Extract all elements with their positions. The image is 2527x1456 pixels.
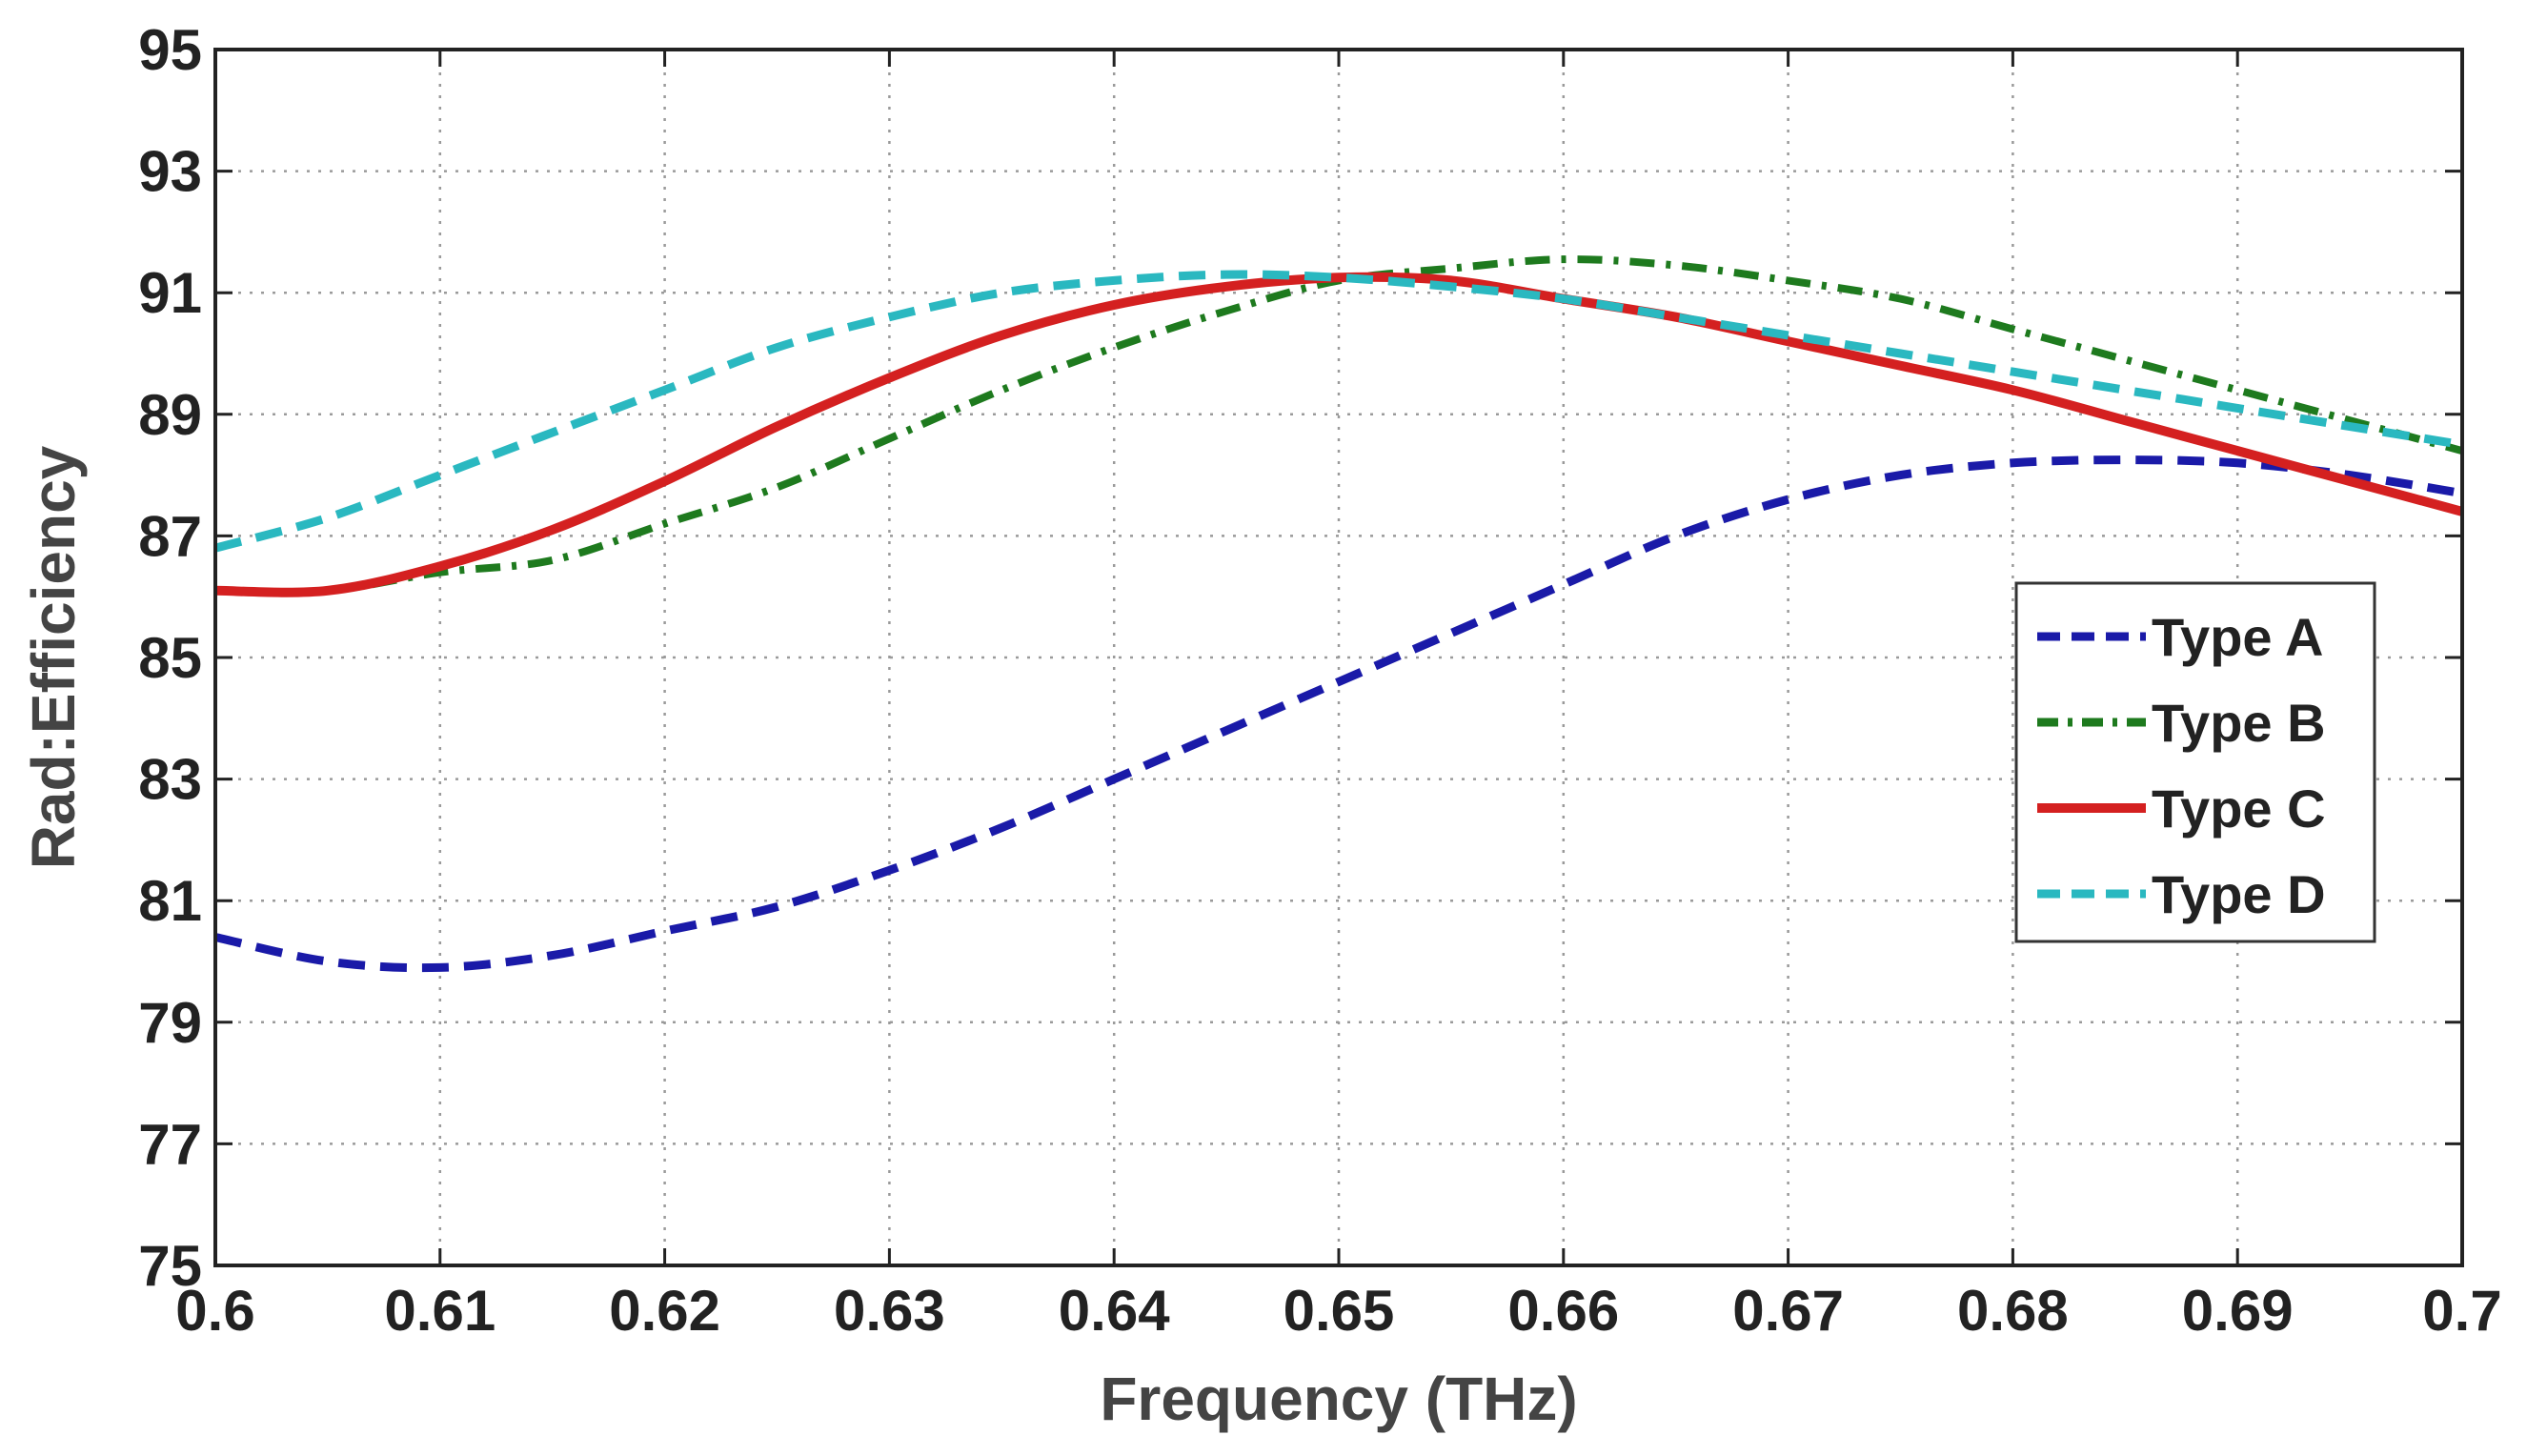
x-tick-label: 0.65 [1284,1279,1395,1343]
grid [215,50,2462,1265]
x-tick-label: 0.67 [1732,1279,1844,1343]
legend-label-type-c: Type C [2152,779,2326,839]
legend-label-type-b: Type B [2152,693,2326,753]
x-tick-label: 0.64 [1059,1279,1170,1343]
y-tick-label: 95 [138,18,202,82]
legend-box [2014,581,2376,943]
y-tick-label: 85 [138,626,202,690]
y-tick-label: 83 [138,748,202,812]
y-tick-label: 89 [138,383,202,447]
y-tick-label: 93 [138,140,202,204]
series-layer [213,255,2464,973]
y-tick-label: 75 [138,1234,202,1298]
x-tick-label: 0.62 [609,1279,720,1343]
y-tick-label: 77 [138,1112,202,1176]
x-tick-label: 0.7 [2422,1279,2501,1343]
x-tick-labels: 0.6 0.61 0.62 0.63 0.64 0.65 0.66 0.67 0.68 0.69 0… [175,1279,2501,1343]
y-axis-title: Rad:Efficiency [19,445,88,869]
legend-label-type-a: Type A [2152,607,2323,667]
series-line-type-d [213,270,2463,553]
x-tick-label: 0.69 [2182,1279,2294,1343]
y-tick-label: 87 [138,504,202,568]
legend-label-type-d: Type D [2152,864,2326,924]
legend: Type A Type B Type C Type D [2014,581,2376,943]
y-tick-label: 81 [138,869,202,933]
y-tick-labels: 75 77 79 81 83 85 87 89 91 93 95 [138,18,202,1298]
x-tick-label: 0.6 [175,1279,254,1343]
x-axis-title: Frequency (THz) [1100,1365,1577,1433]
x-tick-label: 0.61 [384,1279,495,1343]
ticks [213,48,2464,1267]
x-tick-label: 0.66 [1507,1279,1619,1343]
series-line-type-c [214,272,2464,597]
x-tick-label: 0.63 [834,1279,945,1343]
x-tick-label: 0.68 [1957,1279,2069,1343]
y-tick-label: 91 [138,261,202,325]
series-line-type-a [214,455,2463,973]
y-tick-label: 79 [138,991,202,1055]
